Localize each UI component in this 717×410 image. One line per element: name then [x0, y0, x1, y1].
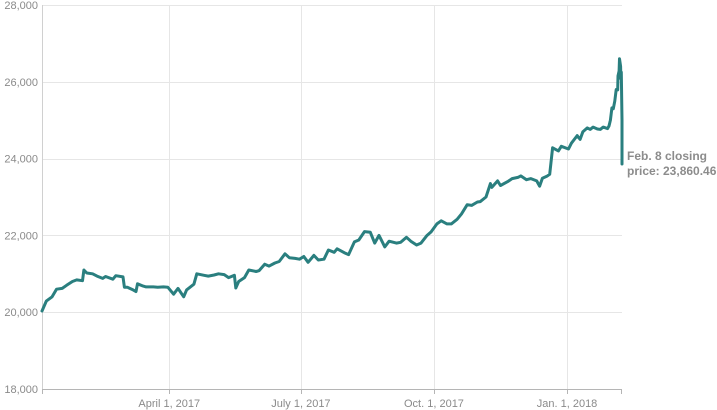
x-tick-label: Oct. 1, 2017: [404, 398, 464, 410]
y-tick-label: 18,000: [4, 384, 38, 396]
x-tick-label: April 1, 2017: [138, 398, 200, 410]
closing-price-annotation: price: 23,860.46: [627, 164, 717, 178]
y-tick-label: 26,000: [4, 77, 38, 89]
y-tick-label: 20,000: [4, 307, 38, 319]
y-tick-label: 22,000: [4, 230, 38, 242]
x-tick-label: Jan. 1, 2018: [537, 398, 598, 410]
closing-price-annotation: Feb. 8 closing: [627, 149, 707, 163]
series-layer: [40, 57, 624, 313]
tick-labels: 18,000 20,000 22,000 24,000 26,000 28,000 Apri…: [4, 0, 597, 410]
y-tick-label: 24,000: [4, 154, 38, 166]
axes: [42, 5, 622, 394]
price-line: [40, 57, 624, 313]
grid-lines: [42, 5, 622, 389]
x-tick-label: July 1, 2017: [271, 398, 330, 410]
y-tick-label: 28,000: [4, 0, 38, 12]
